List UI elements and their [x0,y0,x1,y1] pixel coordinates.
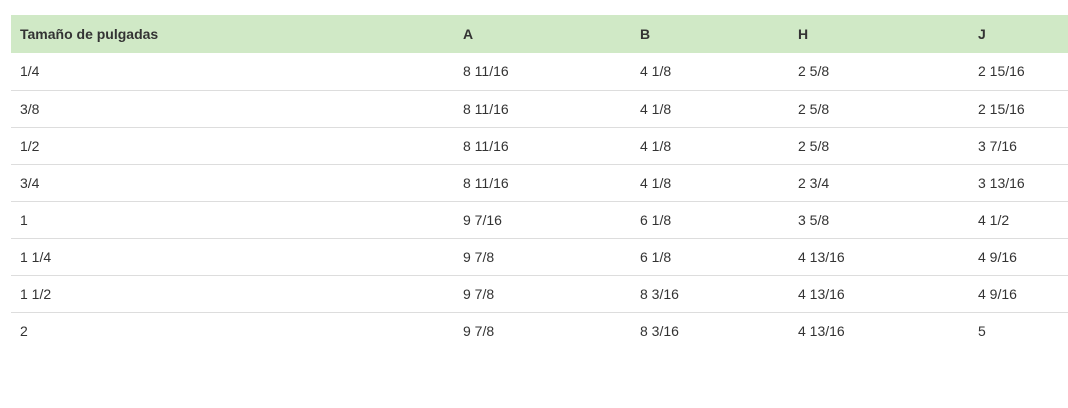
table-row: 1/2 8 11/16 4 1/8 2 5/8 3 7/16 [11,127,1068,165]
cell-h: 2 5/8 [789,127,969,165]
cell-size: 1/4 [11,53,454,91]
cell-a: 9 7/16 [454,201,631,239]
cell-size: 1 1/4 [11,238,454,276]
cell-h: 4 13/16 [798,322,845,339]
cell-h: 4 13/16 [789,275,969,313]
header-j: J [978,26,986,42]
table-row: 3/8 8 11/16 4 1/8 2 5/8 2 15/16 [11,90,1068,128]
table-body: 1/4 8 11/16 4 1/8 2 5/8 2 15/16 3/8 8 11… [11,53,1068,349]
cell-size: 1 [11,201,454,239]
cell-size: 3/8 [11,90,454,128]
cell-j: 2 15/16 [969,53,1068,91]
cell-j: 4 9/16 [969,238,1068,276]
cell-h: 4 13/16 [789,238,969,276]
cell-size: 1 1/2 [11,275,454,313]
cell-b: 4 1/8 [631,53,789,91]
table-row: 1/4 8 11/16 4 1/8 2 5/8 2 15/16 [11,53,1068,91]
cell-b: 4 1/8 [631,164,789,202]
dimensions-table-container: Tamaño de pulgadas A B H J 1/4 8 11/16 4… [11,15,1068,349]
table-row: 1 1/4 9 7/8 6 1/8 4 13/16 4 9/16 [11,238,1068,276]
cell-size: 1/2 [11,127,454,165]
table-row: 1 9 7/16 6 1/8 3 5/8 4 1/2 [11,201,1068,239]
table-row: 2 9 7/8 8 3/16 4 13/16 5 [11,312,1068,349]
header-b: B [640,26,651,42]
cell-h: 2 5/8 [789,90,969,128]
cell-b: 6 1/8 [631,238,789,276]
header-h: H [798,26,809,42]
table-header-row: Tamaño de pulgadas A B H J [11,15,1068,53]
cell-b: 8 3/16 [631,275,789,313]
cell-b: 8 3/16 [640,322,679,339]
cell-a: 9 7/8 [463,322,495,339]
table-header: Tamaño de pulgadas A B H J [11,15,1068,53]
cell-a: 8 11/16 [454,90,631,128]
cell-h: 3 5/8 [789,201,969,239]
cell-j: 2 15/16 [969,90,1068,128]
cell-size: 3/4 [11,164,454,202]
cell-j: 5 [978,322,986,339]
cell-a: 8 11/16 [454,53,631,91]
cell-h: 2 3/4 [789,164,969,202]
cell-a: 8 11/16 [454,164,631,202]
cell-a: 9 7/8 [454,275,631,313]
cell-j: 4 9/16 [969,275,1068,313]
table-row: 1 1/2 9 7/8 8 3/16 4 13/16 4 9/16 [11,275,1068,313]
cell-j: 3 7/16 [969,127,1068,165]
cell-h: 2 5/8 [789,53,969,91]
cell-a: 9 7/8 [454,238,631,276]
cell-b: 4 1/8 [631,90,789,128]
cell-a: 8 11/16 [454,127,631,165]
cell-j: 4 1/2 [969,201,1068,239]
cell-size: 2 [20,322,28,339]
cell-b: 4 1/8 [631,127,789,165]
cell-j: 3 13/16 [969,164,1068,202]
table-row: 3/4 8 11/16 4 1/8 2 3/4 3 13/16 [11,164,1068,202]
header-a: A [463,26,474,42]
cell-b: 6 1/8 [631,201,789,239]
header-size-inches: Tamaño de pulgadas [20,26,159,42]
dimensions-table: Tamaño de pulgadas A B H J 1/4 8 11/16 4… [11,15,1068,349]
